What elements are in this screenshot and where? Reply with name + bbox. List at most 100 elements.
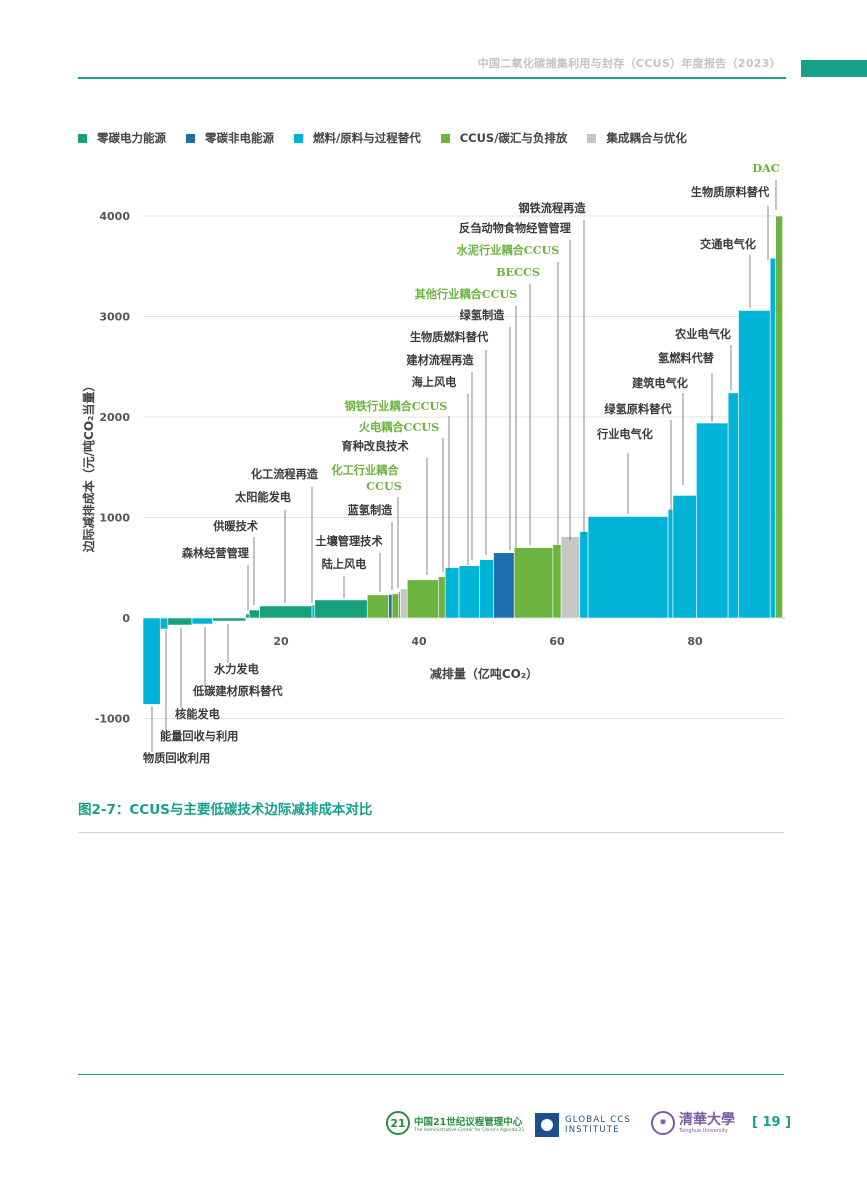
x-tick-label: 40 [411,635,427,648]
bar-label: 绿氢原料替代 [604,402,672,416]
bar-氢燃料代替 [696,422,729,619]
bar-label: 绿氢制造 [460,308,506,322]
legend-item-fuel: 燃料/原料与过程替代 [294,130,421,146]
bar-核能发电 [167,617,193,626]
bar-label: 水力发电 [214,662,259,676]
legend-swatch-ccus [440,133,450,143]
y-axis-label: 边际减排成本（元/吨CO₂当量） [81,380,96,554]
x-axis-label: 减排量（亿吨CO₂） [430,666,538,681]
bar-生物质原料替代 [769,257,777,619]
bar-钢铁行业耦合CCUS [438,576,446,619]
acca21-name: 中国21世纪议程管理中心 [414,1116,523,1128]
legend-swatch-nonpower [186,133,195,143]
bar-label: 交通电气化 [700,237,756,251]
bar-label: 低碳建材原料替代 [192,684,283,698]
bar-label: 森林经营管理 [182,546,250,560]
legend-label-power: 零碳电力能源 [97,131,166,145]
legend-swatch-fuel [294,133,303,143]
bar-反刍动物食物经管管理 [560,536,581,619]
bar-绿氢原料替代 [667,509,674,619]
y-tick-label: 3000 [99,311,130,324]
legend-item-power: 零碳电力能源 [78,130,166,146]
bar-label: 物质回收利用 [143,751,210,765]
bar-label: 太阳能发电 [235,490,291,504]
tsinghua-name-en: Tsinghua University [679,1127,728,1134]
gcci-emblem-icon [535,1113,559,1137]
header-rule [78,77,786,79]
legend-item-integration: 集成耦合与优化 [587,130,687,146]
bar-BECCS [513,547,554,619]
y-tick-label: 4000 [99,210,130,223]
y-tick-label: 0 [122,612,130,625]
bar-绿氢制造 [479,559,494,619]
bar-label: 火电耦合CCUS [359,420,439,434]
bar-label: 农业电气化 [674,327,731,341]
bar-建材流程再造 [458,565,481,619]
bar-label: 化工行业耦合 [331,463,399,477]
legend-item-nonpower: 零碳非电能源 [186,130,274,146]
bar-生物质燃料替代 [444,567,460,619]
bar-label: 氢燃料代替 [658,351,715,365]
bar-label: 育种改良技术 [341,439,409,453]
legend-label-ccus: CCUS/碳汇与负排放 [459,131,568,145]
legend-item-ccus: CCUS/碳汇与负排放 [440,130,568,146]
bar-label: CCUS [366,479,402,493]
bar-物质回收利用 [142,617,161,705]
bar-label: DAC [752,161,779,175]
bar-海上风电 [406,579,439,619]
bar-水泥行业耦合CCUS [552,544,562,619]
bar-化工流程再造 [311,604,316,619]
footer-rule [78,1074,784,1075]
mac-curve-chart: 4000 3000 2000 1000 0 -1000 20 40 60 80 减排量（亿吨CO₂）… [81,161,785,765]
bar-label: 钢铁行业耦合CCUS [345,399,448,413]
bar-火电耦合CCUS [397,591,401,619]
gcci-name-line1: GLOBAL CCS [565,1115,632,1125]
bar-label: 反刍动物食物经管管理 [459,221,572,235]
bar-label: 建筑电气化 [632,376,688,390]
legend-label-fuel: 燃料/原料与过程替代 [313,131,421,145]
x-tick-label: 20 [273,635,289,648]
y-tick-label: -1000 [95,713,131,726]
acca21-name-en: The Administrative Center for China's Ag… [414,1127,525,1133]
bar-能量回收与利用 [159,617,169,630]
bar-钢铁流程再造 [579,531,589,619]
bar-label: 化工流程再造 [251,467,319,481]
bar-育种改良技术 [400,588,408,619]
bar-label: 行业电气化 [596,427,653,441]
bar-label: 能量回收与利用 [160,729,238,743]
header-accent-bar [801,60,867,77]
bar-label: 生物质原料替代 [691,185,770,199]
acca21-emblem-icon: 21 [386,1111,410,1135]
bar-陆上风电 [314,599,368,619]
bar-label: BECCS [496,265,540,279]
bar-其他行业耦合CCUS [493,552,515,619]
bar-蓝氢制造 [388,594,393,619]
bar-label: 水泥行业耦合CCUS [457,243,560,257]
figure-caption: 图2-7：CCUS与主要低碳技术边际减排成本对比 [78,802,373,818]
bar-label: 生物质燃料替代 [410,330,489,344]
page-number: [ 19 ] [752,1115,792,1130]
bar-label: 供暖技术 [212,519,259,533]
caption-rule [78,832,784,833]
bar-DAC [775,215,783,619]
bar-低碳建材原料替代 [191,617,213,625]
x-tick-label: 60 [549,635,565,648]
bar-label: 海上风电 [412,375,457,389]
legend-label-nonpower: 零碳非电能源 [205,131,274,145]
bar-label: 建材流程再造 [406,353,474,367]
chart-legend: 零碳电力能源 零碳非电能源 燃料/原料与过程替代 CCUS/碳汇与负排放 集成耦… [78,130,687,146]
bar-交通电气化 [738,310,771,619]
y-tick-label: 1000 [99,512,130,525]
tsinghua-seal-icon: ✹ [651,1111,675,1135]
bar-太阳能发电 [259,605,313,619]
bar-行业电气化 [587,516,669,619]
bar-label: 其他行业耦合CCUS [415,287,518,301]
legend-label-integration: 集成耦合与优化 [606,131,687,145]
header-title: 中国二氧化碳捕集利用与封存（CCUS）年度报告（2023） [477,57,781,70]
legend-swatch-power [78,133,87,143]
bar-label: 核能发电 [175,707,220,721]
bar-水力发电 [212,617,247,622]
bar-label: 土壤管理技术 [315,534,383,548]
tsinghua-name: 清華大學 [679,1111,735,1128]
bar-label: 蓝氢制造 [348,503,394,517]
